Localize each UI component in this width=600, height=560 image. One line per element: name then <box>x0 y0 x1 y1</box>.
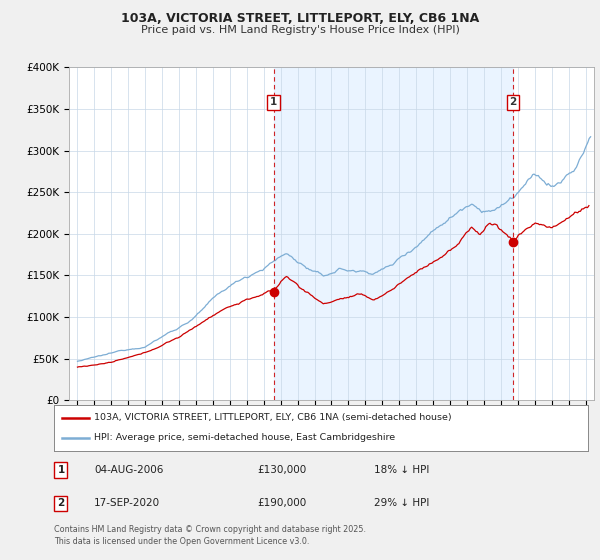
Text: 1: 1 <box>58 465 65 475</box>
Text: £190,000: £190,000 <box>257 498 306 508</box>
Text: Contains HM Land Registry data © Crown copyright and database right 2025.
This d: Contains HM Land Registry data © Crown c… <box>54 525 366 546</box>
Text: £130,000: £130,000 <box>257 465 306 475</box>
Text: HPI: Average price, semi-detached house, East Cambridgeshire: HPI: Average price, semi-detached house,… <box>94 433 395 442</box>
Text: 103A, VICTORIA STREET, LITTLEPORT, ELY, CB6 1NA: 103A, VICTORIA STREET, LITTLEPORT, ELY, … <box>121 12 479 25</box>
Text: 18% ↓ HPI: 18% ↓ HPI <box>374 465 430 475</box>
Text: 29% ↓ HPI: 29% ↓ HPI <box>374 498 430 508</box>
Text: 103A, VICTORIA STREET, LITTLEPORT, ELY, CB6 1NA (semi-detached house): 103A, VICTORIA STREET, LITTLEPORT, ELY, … <box>94 413 452 422</box>
Text: 17-SEP-2020: 17-SEP-2020 <box>94 498 160 508</box>
Text: Price paid vs. HM Land Registry's House Price Index (HPI): Price paid vs. HM Land Registry's House … <box>140 25 460 35</box>
Bar <box>274 67 513 400</box>
Text: 2: 2 <box>509 97 517 107</box>
Text: 2: 2 <box>58 498 65 508</box>
Text: 1: 1 <box>270 97 277 107</box>
Text: 04-AUG-2006: 04-AUG-2006 <box>94 465 163 475</box>
